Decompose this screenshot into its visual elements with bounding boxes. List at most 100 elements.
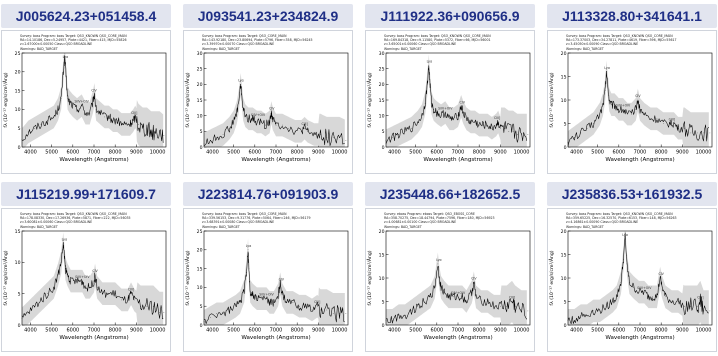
data-point [142,127,144,129]
y-tick-label: 25 [15,51,21,57]
x-axis-label: Wavelength (Angstroms) [423,157,492,163]
x-tick-label: 7000 [270,150,283,156]
data-point [623,258,624,260]
emission-line-label: CIV [471,277,477,281]
data-point [652,296,654,298]
header-line: z=3.39970±0.00070 Class=QSO BROADLINE [202,42,275,47]
data-point [233,121,234,123]
x-tick-label: 9000 [494,150,507,156]
spectrum-plot: Survey: boss Program: boss Target: QSO_K… [1,208,171,352]
data-point [269,302,270,303]
object-id-title[interactable]: J115219.99+171609.7 [1,182,171,206]
data-point [320,309,321,311]
y-tick-label: 20 [197,248,203,254]
emission-line-label: Lyα [238,78,243,82]
emission-line-label: CIV [635,94,641,98]
data-point [709,310,711,312]
x-tick-label: 6000 [248,328,261,334]
data-point [608,99,610,101]
y-tick-label: 5 [18,126,21,132]
emission-line-label: SiIV+OIV [251,113,266,117]
data-point [626,113,628,115]
x-tick-label: 9000 [130,150,143,156]
data-point [622,109,624,110]
header-line: RA=169.84318, Dec=9.11580, Plate=5372, F… [384,38,491,43]
plot-frame [385,52,531,148]
header-line: Survey: boss Program: boss Target: QSO_K… [566,212,673,216]
spectrum-chart: 4000 5000 6000 7000 8000 9000 10000 0 5 10 15 20 25 W… [184,229,349,341]
object-id-title[interactable]: J005624.23+051458.4 [1,4,171,28]
data-point [247,249,249,251]
header-line: Survey: boss Program: boss Target: QSO_K… [20,34,127,38]
data-point [282,124,283,126]
data-point [294,131,296,132]
object-id-title[interactable]: J093541.23+234824.9 [183,4,353,28]
x-tick-label: 10000 [332,328,348,334]
y-tick-label: 10 [197,113,203,119]
data-point [241,93,242,95]
data-point [85,287,86,288]
data-point [150,131,152,133]
data-point [339,137,340,138]
data-point [434,287,436,288]
data-point [586,127,588,129]
plot-frame [21,230,167,326]
y-axis-label: fλ (10⁻¹⁷ erg/s/cm²/Ång) [2,72,9,127]
data-point [85,112,86,114]
data-point [242,109,244,110]
spectrum-chart: 4000 5000 6000 7000 8000 9000 10000 0 5 10 15 20 25 3… [184,51,349,163]
data-point [74,280,76,282]
spectrum-line [203,251,345,324]
data-point [411,310,412,312]
data-point [243,290,245,292]
data-point [246,272,247,273]
object-id-title[interactable]: J235836.53+161932.5 [547,182,717,206]
y-tick-label: 5 [382,129,385,135]
spectrum-chart: 4000 5000 6000 7000 8000 9000 10000 0 5 10 15 20 25 W… [2,51,167,163]
data-point [433,109,434,110]
emission-line-label: Lyα [246,244,251,248]
spectrum-plot: Survey: eboss Program: eboss Target: QSO… [365,208,535,352]
emission-line-label: Lyα [622,233,627,237]
y-tick-label: 20 [561,229,567,235]
data-point [661,287,663,288]
object-id-title[interactable]: J111922.36+090656.9 [365,4,535,28]
plot-header: Survey: boss Program: boss Target: QSO_K… [384,34,532,51]
x-tick-label: 10000 [514,150,530,156]
y-tick-label: 5 [382,299,385,305]
object-id-title[interactable]: J113328.80+341641.1 [547,4,717,28]
data-point [500,127,501,129]
emission-line-label: Lyα [436,258,441,262]
object-id-title[interactable]: J235448.66+182652.5 [365,182,535,206]
x-tick-label: 5000 [409,150,422,156]
y-tick-label: 5 [564,121,567,127]
data-point [491,127,493,129]
data-point [301,131,302,132]
x-axis-label: Wavelength (Angstroms) [241,157,310,163]
data-point [271,112,272,113]
data-point [102,293,103,294]
emission-line-label: SiIV+OIV [259,293,274,297]
data-point [72,105,74,106]
data-point [671,301,673,302]
data-point [635,109,637,110]
data-point [94,274,96,276]
plot-header: Survey: boss Program: boss Target: QSO_K… [566,34,714,51]
y-tick-label: 20 [379,82,385,88]
x-tick-label: 6000 [612,328,625,334]
data-point [624,235,626,236]
data-point [256,121,258,123]
x-tick-label: 6000 [66,150,79,156]
x-tick-label: 9000 [312,328,325,334]
data-point [332,313,334,315]
object-id-title[interactable]: J223814.76+091903.9 [183,182,353,206]
data-point [424,102,426,104]
data-point [398,134,400,135]
data-point [493,305,495,307]
data-point [210,140,211,142]
y-tick-label: 0 [564,323,567,329]
data-point [114,293,116,294]
data-point [152,305,154,307]
y-tick-label: 10 [561,98,567,104]
header-line: z=3.65001±0.00060 Class=QSO BROADLINE [384,42,457,47]
